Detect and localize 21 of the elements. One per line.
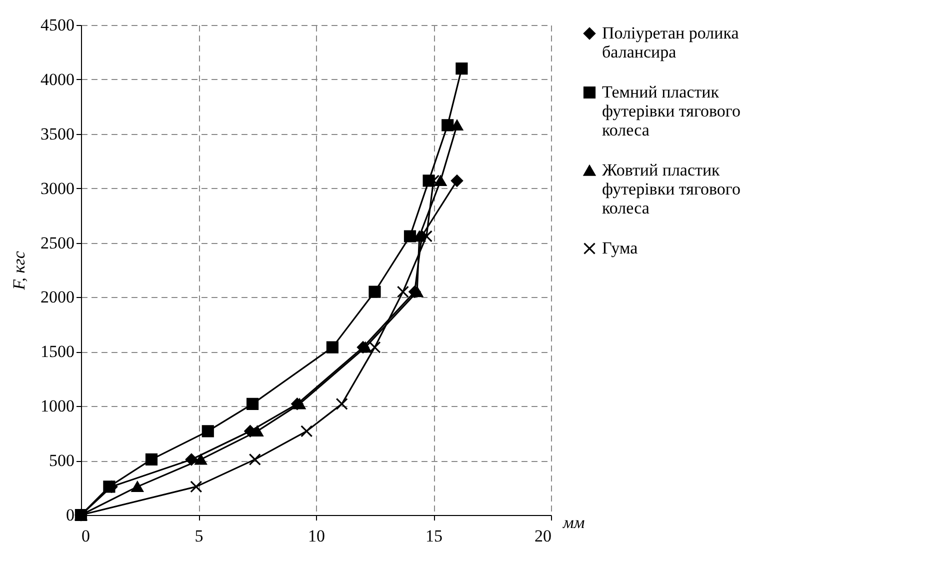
x-axis-title: мм: [562, 513, 585, 532]
y-tick-label: 2500: [40, 233, 74, 252]
x-tick-label: 10: [308, 526, 325, 546]
y-tick-label: 4500: [40, 16, 74, 34]
y-tick-label: 2000: [40, 288, 74, 307]
y-tick-label: 1500: [40, 342, 74, 362]
y-tick-label: 1000: [40, 396, 74, 416]
x-tick-label: 5: [194, 526, 204, 546]
y-tick-label: 500: [49, 451, 74, 470]
y-tick-label: 0: [66, 506, 74, 524]
x-tick-label: 0: [82, 526, 90, 546]
y-axis-title: F, кгс: [10, 250, 28, 291]
y-tick-label: 3000: [40, 178, 74, 198]
legend-label: Жовтий пластик футерівки тягового колеса: [602, 160, 740, 218]
legend-label: Темний пластик футерівки тягового колеса: [602, 82, 740, 140]
legend-label: Гума: [602, 238, 638, 258]
legend-label: Поліуретан ролика балансира: [602, 24, 740, 62]
x-tick-label: 20: [534, 526, 552, 546]
x-tick-label: 15: [426, 526, 442, 546]
y-tick-label: 3500: [40, 124, 74, 144]
y-tick-label: 4000: [40, 70, 74, 89]
